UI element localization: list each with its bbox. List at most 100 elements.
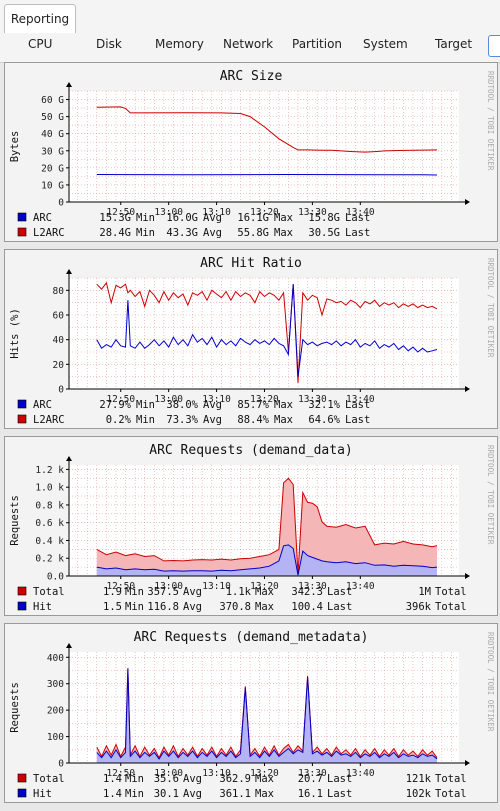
legend-text: 121k (406, 773, 432, 785)
plot-area (69, 278, 459, 389)
legend-text: 102k (406, 788, 432, 800)
x-tick-label: 13:10 (202, 207, 231, 218)
chart-demand-metadata: ARC Requests (demand_metadata) 0 100 200 300… (9, 630, 495, 800)
legend-text: Avg (183, 601, 202, 613)
x-tick-label: 13:30 (298, 768, 327, 779)
legend-text: 27.9% (99, 399, 131, 411)
y-tick-label: 0.2 k (35, 554, 64, 565)
plot-area (69, 91, 459, 202)
legend-text: L2ARC (33, 414, 65, 426)
legend-text: 370.8 (219, 601, 251, 613)
x-tick-label: 13:30 (298, 581, 327, 592)
series-line-total (96, 477, 438, 575)
watermark: RRDTOOL / TOBI OETIKER (486, 71, 495, 171)
legend-text: 32.1% (308, 399, 340, 411)
legend-text: Max (255, 586, 274, 598)
legend-swatch (17, 399, 27, 409)
y-tick-label: 20 G (41, 163, 64, 174)
x-tick-label: 13:00 (154, 394, 183, 405)
tab-system[interactable]: System (363, 37, 408, 51)
x-tick-label: 13:40 (346, 394, 375, 405)
legend-text: 64.6% (308, 414, 340, 426)
legend-text: Min (125, 788, 144, 800)
tab-partition[interactable]: Partition (292, 37, 343, 51)
legend-text: Avg (203, 227, 222, 239)
x-tick-label: 13:20 (250, 207, 279, 218)
legend-text: Max (255, 788, 274, 800)
legend-text: Min (125, 586, 144, 598)
x-tick-label: 13:40 (346, 581, 375, 592)
y-tick-label: 50 G (41, 112, 64, 123)
legend-text: 16.1 (298, 788, 323, 800)
legend-text: 73.3% (166, 414, 198, 426)
x-tick-label: 13:40 (346, 768, 375, 779)
y-tick-label: 1.2 k (35, 465, 64, 476)
series-line-l2arc (96, 106, 438, 153)
y-tick-label: 0.6 k (35, 518, 64, 529)
y-axis-label: Bytes (9, 131, 21, 163)
legend-text: 362.9 (219, 773, 251, 785)
legend-text: 1.9 (103, 586, 122, 598)
legend-text: 15.3G (99, 212, 131, 224)
x-tick-label: 13:10 (202, 581, 231, 592)
y-tick-label: 0.8 k (35, 500, 64, 511)
x-tick-label: 13:40 (346, 207, 375, 218)
y-tick-label: 30 G (41, 146, 64, 157)
legend-text: 38.0% (166, 399, 198, 411)
legend-text: ARC (33, 212, 52, 224)
legend-text: Max (274, 399, 293, 411)
legend-swatch (17, 227, 27, 237)
legend-text: Min (136, 414, 155, 426)
y-tick-label: 10 G (41, 180, 64, 191)
legend-swatch (17, 773, 27, 783)
tab-disk[interactable]: Disk (96, 37, 122, 51)
legend-text: 20.7 (298, 773, 323, 785)
y-axis-arrow (66, 269, 72, 274)
tab-reporting[interactable]: Reporting (4, 4, 76, 33)
y-tick-label: 40 G (41, 129, 64, 140)
legend-text: Total (435, 601, 467, 613)
legend-text: 1.1k (226, 586, 252, 598)
chart-panel-arc-size: ARC Size 0 10 G 20 G 30 G 40 G 50 G 60 G 12:50 13… (4, 62, 498, 242)
chart-arc-size: ARC Size 0 10 G 20 G 30 G 40 G 50 G 60 G 12:50 13… (9, 69, 495, 239)
legend-swatch (17, 586, 27, 596)
legend-text: Hit (33, 788, 52, 800)
legend-text: Last (345, 212, 370, 224)
watermark: RRDTOOL / TOBI OETIKER (486, 445, 495, 545)
chart-title: ARC Hit Ratio (200, 256, 302, 271)
legend-text: Min (125, 601, 144, 613)
tab-cpu[interactable]: CPU (28, 37, 53, 51)
legend-text: 116.8 (147, 601, 179, 613)
legend-text: 357.5 (147, 586, 179, 598)
y-tick-label: 60 G (41, 95, 64, 106)
legend-text: Last (345, 414, 370, 426)
watermark: RRDTOOL / TOBI OETIKER (486, 258, 495, 358)
y-tick-label: 200 (47, 706, 64, 717)
y-axis-arrow (66, 643, 72, 648)
legend-text: Avg (203, 399, 222, 411)
legend-text: Min (125, 773, 144, 785)
x-axis-arrow (465, 760, 470, 766)
legend-text: 1.4 (103, 788, 122, 800)
legend-text: Total (435, 586, 467, 598)
tab-memory[interactable]: Memory (155, 37, 204, 51)
x-tick-label: 12:50 (106, 394, 135, 405)
series-line-arc (96, 173, 438, 176)
legend-text: ARC (33, 399, 52, 411)
y-tick-label: 1.0 k (35, 483, 64, 494)
x-tick-label: 13:20 (250, 394, 279, 405)
legend-text: Avg (203, 212, 222, 224)
legend-text: 342.3 (291, 586, 323, 598)
legend-text: Last (327, 773, 352, 785)
legend-text: Min (136, 399, 155, 411)
x-axis-arrow (465, 199, 470, 205)
legend-text: 30.1 (154, 788, 179, 800)
legend-text: 88.4% (237, 414, 269, 426)
legend-text: 30.5G (308, 227, 340, 239)
series-area-total (96, 478, 437, 576)
tab-target[interactable]: Target (435, 37, 473, 51)
chart-title: ARC Requests (demand_metadata) (134, 630, 369, 645)
tab-overflow-button[interactable] (488, 35, 500, 57)
tab-network[interactable]: Network (223, 37, 274, 51)
y-tick-label: 100 (47, 732, 64, 743)
